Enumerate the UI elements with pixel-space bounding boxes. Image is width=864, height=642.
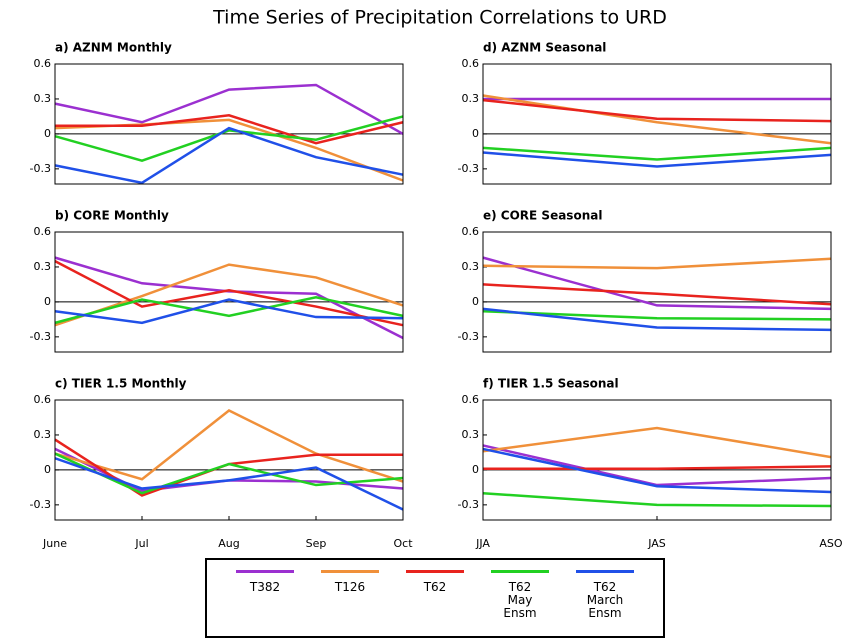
series-line — [483, 465, 832, 470]
legend-label: T62 May Ensm — [503, 580, 537, 620]
y-tick-label: -0.3 — [30, 330, 51, 343]
y-tick-label: 0.6 — [34, 225, 52, 238]
series-line — [482, 307, 832, 332]
y-tick-label: 0.3 — [34, 428, 52, 441]
series-line — [54, 256, 404, 340]
x-tick-label: Jul — [134, 537, 148, 550]
series-line — [482, 256, 832, 311]
x-tick-label: Aug — [218, 537, 239, 550]
series-line — [482, 146, 832, 161]
y-tick-label: 0.6 — [462, 57, 480, 70]
y-tick-label: -0.3 — [30, 498, 51, 511]
y-tick-label: 0 — [44, 463, 51, 476]
series-line — [54, 83, 404, 135]
y-tick-label: 0.6 — [462, 393, 480, 406]
plot-frame — [482, 399, 832, 521]
legend-swatch — [576, 570, 634, 573]
y-tick-label: -0.3 — [458, 498, 479, 511]
legend-label: T126 — [334, 580, 366, 594]
y-tick-label: 0.6 — [34, 393, 52, 406]
y-tick-label: 0 — [472, 295, 479, 308]
plot-frame — [54, 231, 404, 353]
legend-swatch — [236, 570, 294, 573]
panel-title: d) AZNM Seasonal — [483, 41, 606, 55]
series-line — [482, 98, 832, 123]
panel-title: e) CORE Seasonal — [483, 209, 602, 223]
series-line — [54, 409, 404, 483]
series-line — [54, 457, 404, 511]
y-tick-label: 0 — [44, 295, 51, 308]
legend-item: T62 May Ensm — [480, 570, 560, 620]
series-line — [482, 426, 832, 459]
series-line — [482, 151, 832, 168]
legend-item: T382 — [225, 570, 305, 594]
panel-title: a) AZNM Monthly — [55, 41, 172, 55]
legend-swatch — [491, 570, 549, 573]
series-line — [482, 491, 832, 508]
y-tick-label: -0.3 — [458, 162, 479, 175]
series-line — [54, 115, 404, 163]
series-line — [54, 260, 404, 327]
x-tick-label: June — [42, 537, 67, 550]
y-tick-label: 0.3 — [34, 260, 52, 273]
y-tick-label: 0 — [44, 127, 51, 140]
y-tick-label: -0.3 — [458, 330, 479, 343]
series-line — [54, 126, 404, 185]
y-tick-label: 0.3 — [34, 92, 52, 105]
x-tick-label: JAS — [647, 537, 666, 550]
x-tick-label: ASO — [819, 537, 843, 550]
legend-swatch — [321, 570, 379, 573]
legend-item: T62 — [395, 570, 475, 594]
y-tick-label: 0 — [472, 463, 479, 476]
series-line — [482, 257, 832, 270]
series-line — [482, 283, 832, 306]
series-line — [55, 113, 404, 145]
series-line — [54, 295, 404, 325]
y-tick-label: 0 — [472, 127, 479, 140]
y-tick-label: 0.3 — [462, 260, 480, 273]
y-tick-label: 0.3 — [462, 92, 480, 105]
series-line — [482, 444, 832, 487]
chart-title: Time Series of Precipitation Correlation… — [212, 7, 667, 29]
x-tick-label: JJA — [475, 537, 490, 550]
panel-title: c) TIER 1.5 Monthly — [55, 377, 187, 391]
legend-label: T62 — [423, 580, 447, 594]
x-tick-label: Sep — [306, 537, 327, 550]
series-line — [482, 94, 832, 145]
legend-label: T382 — [249, 580, 281, 594]
panel-title: b) CORE Monthly — [55, 209, 169, 223]
legend-item: T62 March Ensm — [565, 570, 645, 620]
panel-title: f) TIER 1.5 Seasonal — [483, 377, 619, 391]
plot-frame — [482, 63, 832, 185]
series-line — [54, 298, 404, 325]
plot-frame — [54, 399, 404, 521]
y-tick-label: 0.3 — [462, 428, 480, 441]
series-line — [54, 438, 403, 497]
y-tick-label: -0.3 — [30, 162, 51, 175]
x-tick-label: Oct — [393, 537, 413, 550]
plot-frame — [54, 63, 404, 185]
legend-label: T62 March Ensm — [586, 580, 624, 620]
series-line — [482, 309, 832, 321]
y-tick-label: 0.6 — [34, 57, 52, 70]
legend: T382 T126 T62 T62 May Ensm T62 March Ensm — [205, 558, 665, 638]
legend-swatch — [406, 570, 464, 573]
y-tick-label: 0.6 — [462, 225, 480, 238]
legend-item: T126 — [310, 570, 390, 594]
plot-frame — [482, 231, 832, 353]
series-line — [482, 447, 832, 494]
series-line — [54, 263, 404, 327]
